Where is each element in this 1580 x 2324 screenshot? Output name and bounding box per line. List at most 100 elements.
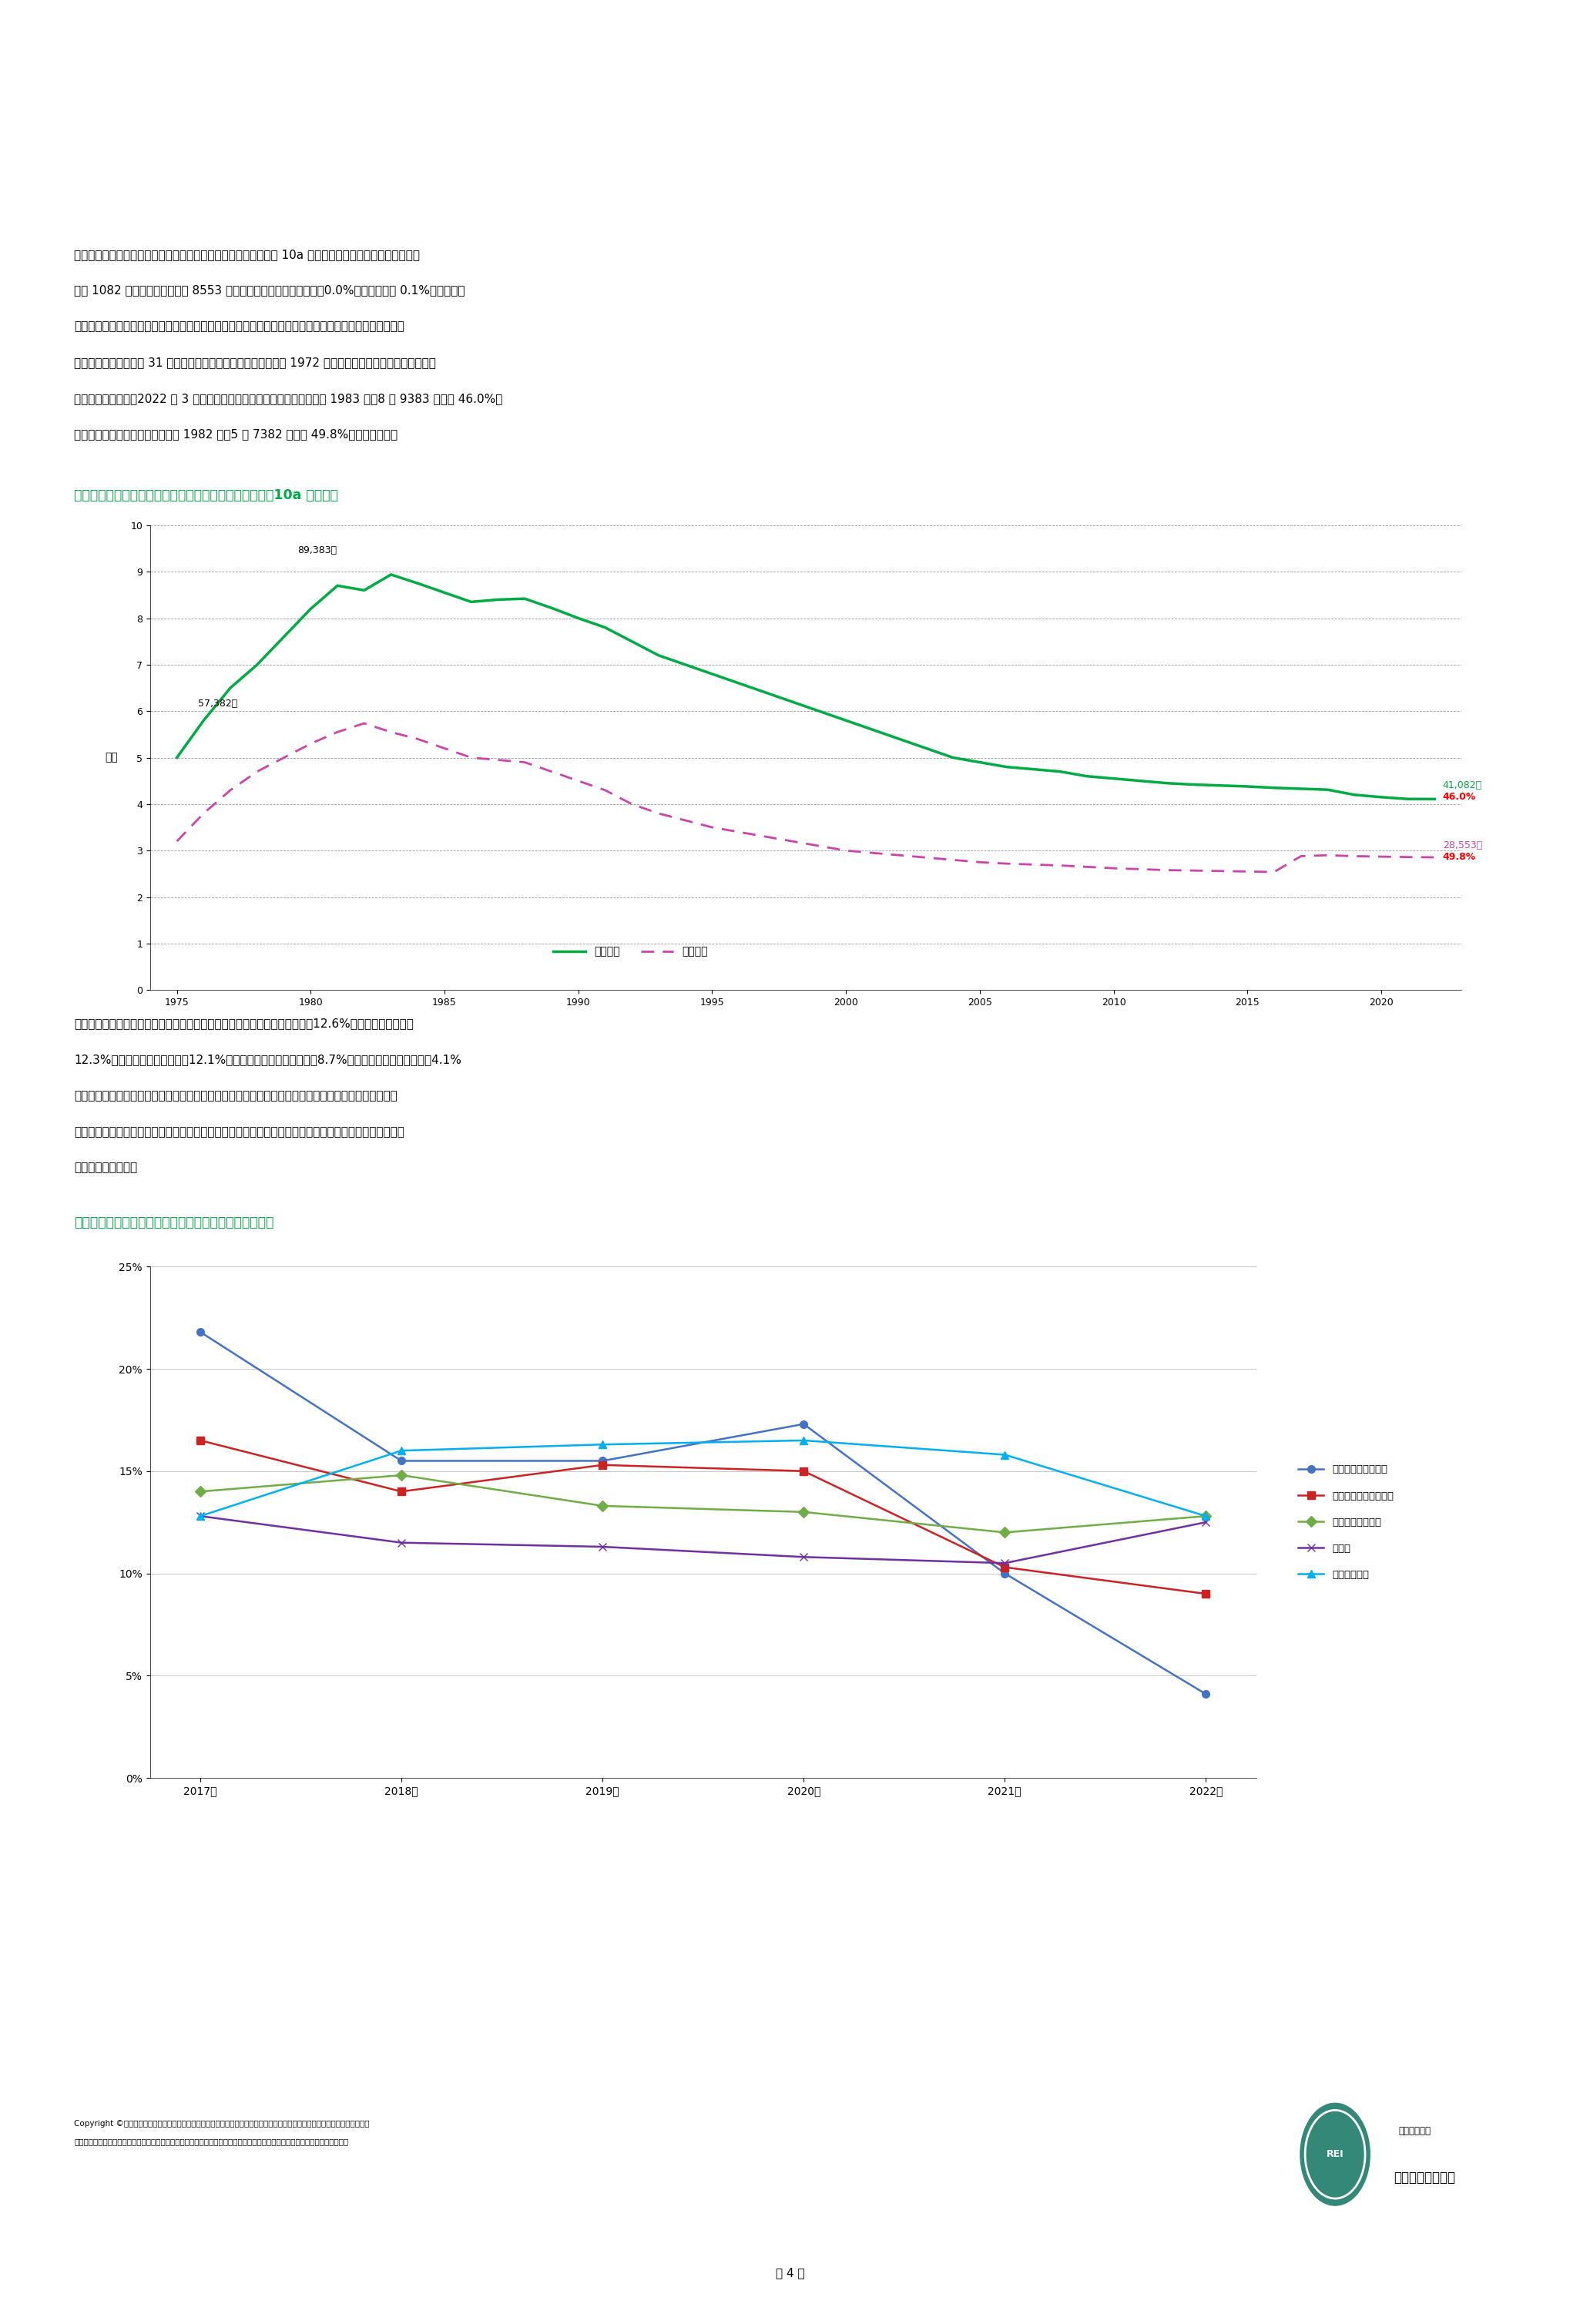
Text: 同薪炭林地価格は、最高であった 1982 年（5 万 7382 円）の 49.8%の水準である。: 同薪炭林地価格は、最高であった 1982 年（5 万 7382 円）の 49.8… xyxy=(74,430,398,439)
薪炭林地 xyxy=(461,744,480,772)
用材林地 xyxy=(1212,772,1231,799)
薪炭林地 xyxy=(1051,851,1070,878)
薪炭林地 xyxy=(623,790,641,818)
薪炭林地 xyxy=(809,832,828,860)
薪炭林地 xyxy=(542,758,561,786)
薪炭林地 xyxy=(329,718,348,746)
Line: 高齢化: 高齢化 xyxy=(196,1513,1210,1566)
買い手がない xyxy=(191,1501,210,1529)
買い手がない xyxy=(392,1436,411,1464)
用材林地 xyxy=(809,697,828,725)
薪炭林地 xyxy=(863,839,882,867)
木材価格が下落した xyxy=(191,1318,210,1346)
用材林地 xyxy=(1345,781,1364,809)
用材林地 xyxy=(757,679,776,706)
用材林地 xyxy=(1078,762,1097,790)
用材林地 xyxy=(1158,769,1177,797)
高齢化 xyxy=(392,1529,411,1557)
Line: 木材価格が下落した: 木材価格が下落した xyxy=(196,1329,1210,1699)
林業後継者の減少 xyxy=(191,1478,210,1506)
用材林地 xyxy=(1318,776,1337,804)
木材価格が下落した xyxy=(392,1448,411,1476)
林業後継者の減少 xyxy=(592,1492,611,1520)
林業経営の先行き不安 xyxy=(795,1457,814,1485)
林業経営の先行き不安 xyxy=(1196,1580,1215,1608)
Text: れ上昇した。変動率をみると、用材林地、薪炭林地ともに下落から上昇となった。山林素地価格は、用材: れ上昇した。変動率をみると、用材林地、薪炭林地ともに下落から上昇となった。山林素… xyxy=(74,321,404,332)
Text: 日本不動産研究所　田畑価格・山林価格調査（2022 年 3 月末現在）: 日本不動産研究所 田畑価格・山林価格調査（2022 年 3 月末現在） xyxy=(624,86,956,102)
Text: （図表５）山林素地価格の推移（全国平均・普通品等・10a 当たり）: （図表５）山林素地価格の推移（全国平均・普通品等・10a 当たり） xyxy=(74,488,338,502)
薪炭林地 xyxy=(1104,855,1123,883)
薪炭林地 xyxy=(757,823,776,851)
買い手がない xyxy=(995,1441,1014,1469)
薪炭林地 xyxy=(1371,844,1390,872)
薪炭林地 xyxy=(194,799,213,827)
薪炭林地 xyxy=(356,709,374,737)
高齢化 xyxy=(995,1550,1014,1578)
Line: 林業経営の先行き不安: 林業経営の先行き不安 xyxy=(196,1436,1210,1597)
用材林地 xyxy=(381,560,400,588)
用材林地 xyxy=(1264,774,1283,802)
用材林地 xyxy=(1024,755,1043,783)
用材林地 xyxy=(408,569,427,597)
薪炭林地 xyxy=(488,746,507,774)
用材林地 xyxy=(1051,758,1070,786)
用材林地 xyxy=(1185,772,1204,799)
Text: 属します。また、記載内容の全部又は一部について、許可なく使用、転載、複製、再配布、再出版等をすることはできません。: 属します。また、記載内容の全部又は一部について、許可なく使用、転載、複製、再配布… xyxy=(74,2138,349,2145)
Text: 上昇により大きく減少し、「買い手がない」、「林業経営の先行き不安」等の林地の需要の弱さを表す理: 上昇により大きく減少し、「買い手がない」、「林業経営の先行き不安」等の林地の需要… xyxy=(74,1125,404,1136)
用材林地 xyxy=(221,674,240,702)
薪炭林地 xyxy=(1158,855,1177,883)
用材林地 xyxy=(194,706,213,734)
高齢化 xyxy=(1196,1508,1215,1536)
Legend: 用材林地, 薪炭林地: 用材林地, 薪炭林地 xyxy=(548,941,711,962)
薪炭林地 xyxy=(970,848,989,876)
薪炭林地 xyxy=(596,776,615,804)
Text: 28,553円: 28,553円 xyxy=(1443,841,1482,851)
薪炭林地 xyxy=(1024,851,1043,878)
薪炭林地 xyxy=(167,827,186,855)
林業経営の先行き不安 xyxy=(995,1552,1014,1580)
林業後継者の減少 xyxy=(995,1518,1014,1545)
用材林地 xyxy=(488,586,507,614)
Text: 一般財団法人: 一般財団法人 xyxy=(1398,2126,1430,2136)
薪炭林地 xyxy=(997,851,1016,878)
用材林地 xyxy=(916,734,935,762)
木材価格が下落した xyxy=(795,1411,814,1439)
Text: 林地、薪炭林地ともに 31 年ぶりに対前年で上昇したが、ともに 1972 年の価格に近い水準まで低下した。: 林地、薪炭林地ともに 31 年ぶりに対前年で上昇したが、ともに 1972 年の価… xyxy=(74,358,436,367)
薪炭林地 xyxy=(943,846,962,874)
用材林地 xyxy=(863,716,882,744)
薪炭林地 xyxy=(1212,858,1231,885)
薪炭林地 xyxy=(916,844,935,872)
Text: 日本不動産研究所: 日本不動産研究所 xyxy=(1394,2171,1455,2185)
薪炭林地 xyxy=(1291,841,1310,869)
用材林地 xyxy=(167,744,186,772)
用材林地 xyxy=(730,669,749,697)
Text: アンケート結果から用材林地が下落した主要な理由をみると、「高齢化」12.6%、「買い手がない」: アンケート結果から用材林地が下落した主要な理由をみると、「高齢化」12.6%、「… xyxy=(74,1018,414,1030)
木材価格が下落した xyxy=(995,1559,1014,1587)
林業後継者の減少 xyxy=(1196,1501,1215,1529)
用材林地 xyxy=(596,614,615,641)
薪炭林地 xyxy=(1185,858,1204,885)
Text: 由も減少している。: 由も減少している。 xyxy=(74,1162,137,1174)
高齢化 xyxy=(592,1534,611,1562)
用材林地 xyxy=(703,660,722,688)
Line: 林業後継者の減少: 林業後継者の減少 xyxy=(196,1471,1210,1536)
用材林地 xyxy=(1237,772,1256,799)
Text: 山林素地価格の動向: 山林素地価格の動向 xyxy=(166,209,235,223)
用材林地 xyxy=(302,595,321,623)
薪炭林地 xyxy=(1425,844,1444,872)
薪炭林地 xyxy=(676,806,695,834)
薪炭林地 xyxy=(730,818,749,846)
薪炭林地 xyxy=(1237,858,1256,885)
Circle shape xyxy=(1300,2103,1370,2205)
用材林地 xyxy=(1398,786,1417,813)
Text: 49.8%: 49.8% xyxy=(1443,853,1476,862)
買い手がない xyxy=(795,1427,814,1455)
薪炭林地 xyxy=(221,776,240,804)
用材林地 xyxy=(542,595,561,623)
Text: の順で、収益性に影響する「木材価格が下落した」は、ウッドショック等に伴う歴史的な国産材価格の: の順で、収益性に影響する「木材価格が下落した」は、ウッドショック等に伴う歴史的な… xyxy=(74,1090,398,1102)
用材林地 xyxy=(461,588,480,616)
薪炭林地 xyxy=(1264,858,1283,885)
薪炭林地 xyxy=(1131,855,1150,883)
用材林地 xyxy=(1131,767,1150,795)
木材価格が下落した xyxy=(592,1448,611,1476)
